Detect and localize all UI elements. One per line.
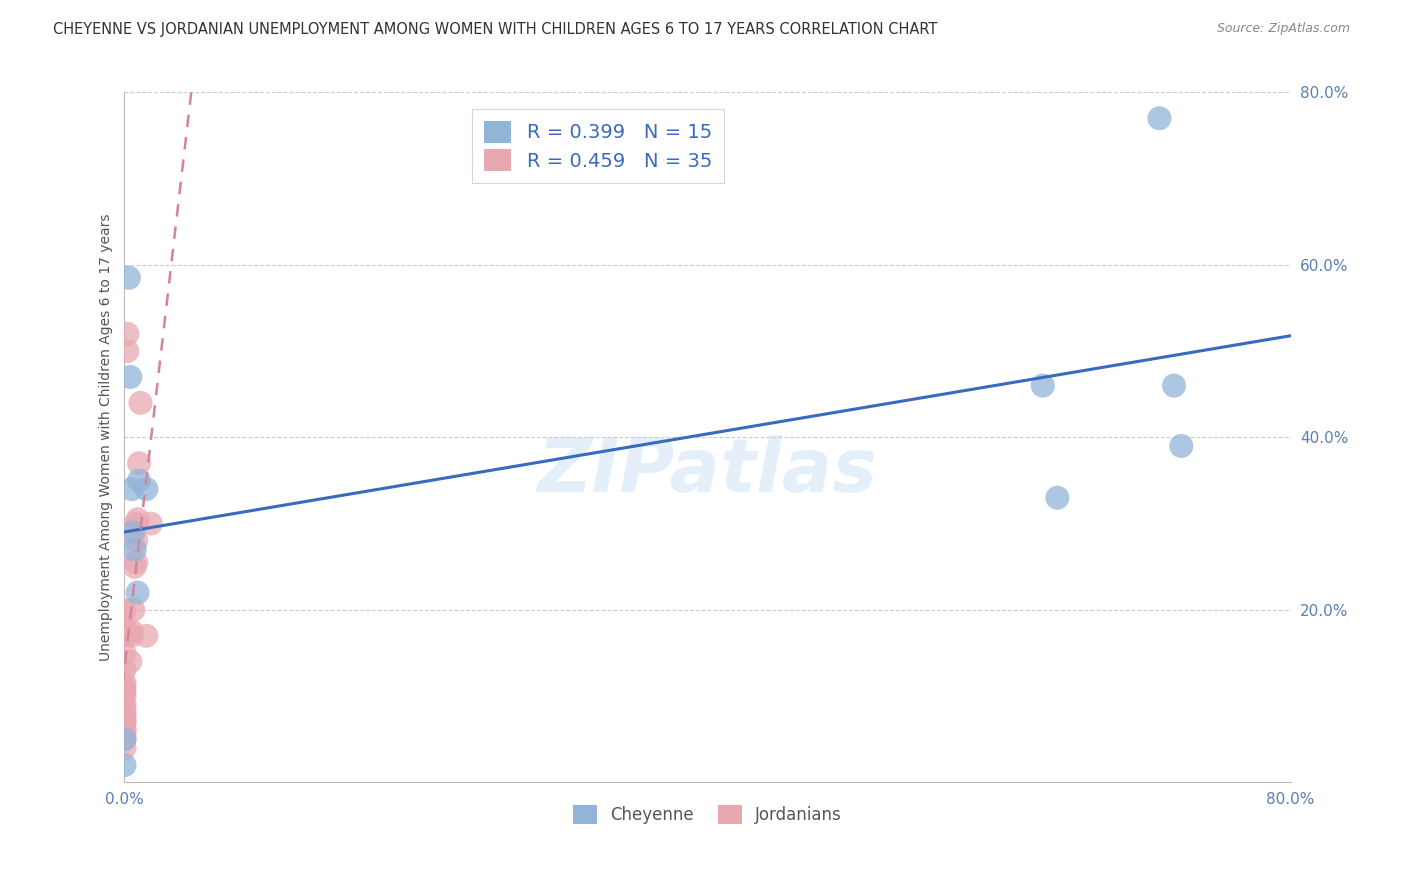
Point [117,326,139,341]
Point [114,732,136,747]
Point [120,370,142,384]
Point [114,714,136,729]
Point [114,676,136,690]
Point [114,711,136,725]
Point [1170,439,1192,453]
Point [139,516,162,531]
Point [114,702,136,716]
Point [117,344,139,359]
Point [128,456,150,470]
Point [114,663,136,677]
Point [129,396,152,410]
Point [122,603,145,617]
Point [125,556,148,570]
Point [114,620,136,634]
Point [121,624,143,639]
Point [125,533,148,548]
Text: Source: ZipAtlas.com: Source: ZipAtlas.com [1216,22,1350,36]
Point [114,740,136,755]
Point [1032,378,1054,392]
Y-axis label: Unemployment Among Women with Children Ages 6 to 17 years: Unemployment Among Women with Children A… [100,213,114,661]
Point [135,629,157,643]
Legend: Cheyenne, Jordanians: Cheyenne, Jordanians [565,797,851,832]
Point [1149,112,1171,126]
Point [114,714,136,729]
Point [114,723,136,738]
Point [118,270,141,285]
Text: CHEYENNE VS JORDANIAN UNEMPLOYMENT AMONG WOMEN WITH CHILDREN AGES 6 TO 17 YEARS : CHEYENNE VS JORDANIAN UNEMPLOYMENT AMONG… [53,22,938,37]
Point [114,681,136,695]
Point [1163,378,1185,392]
Point [114,732,136,747]
Point [114,646,136,660]
Point [127,512,149,526]
Point [125,516,148,531]
Point [114,629,136,643]
Point [135,482,157,496]
Point [114,723,136,738]
Text: ZIPatlas: ZIPatlas [537,435,877,508]
Point [114,603,136,617]
Point [1046,491,1069,505]
Point [127,585,149,599]
Point [114,689,136,703]
Point [114,706,136,721]
Point [114,698,136,712]
Point [124,559,146,574]
Point [128,474,150,488]
Point [124,542,146,557]
Point [120,655,142,669]
Point [114,685,136,699]
Point [114,758,136,772]
Point [122,525,145,540]
Point [121,629,143,643]
Point [114,728,136,742]
Point [121,482,143,496]
